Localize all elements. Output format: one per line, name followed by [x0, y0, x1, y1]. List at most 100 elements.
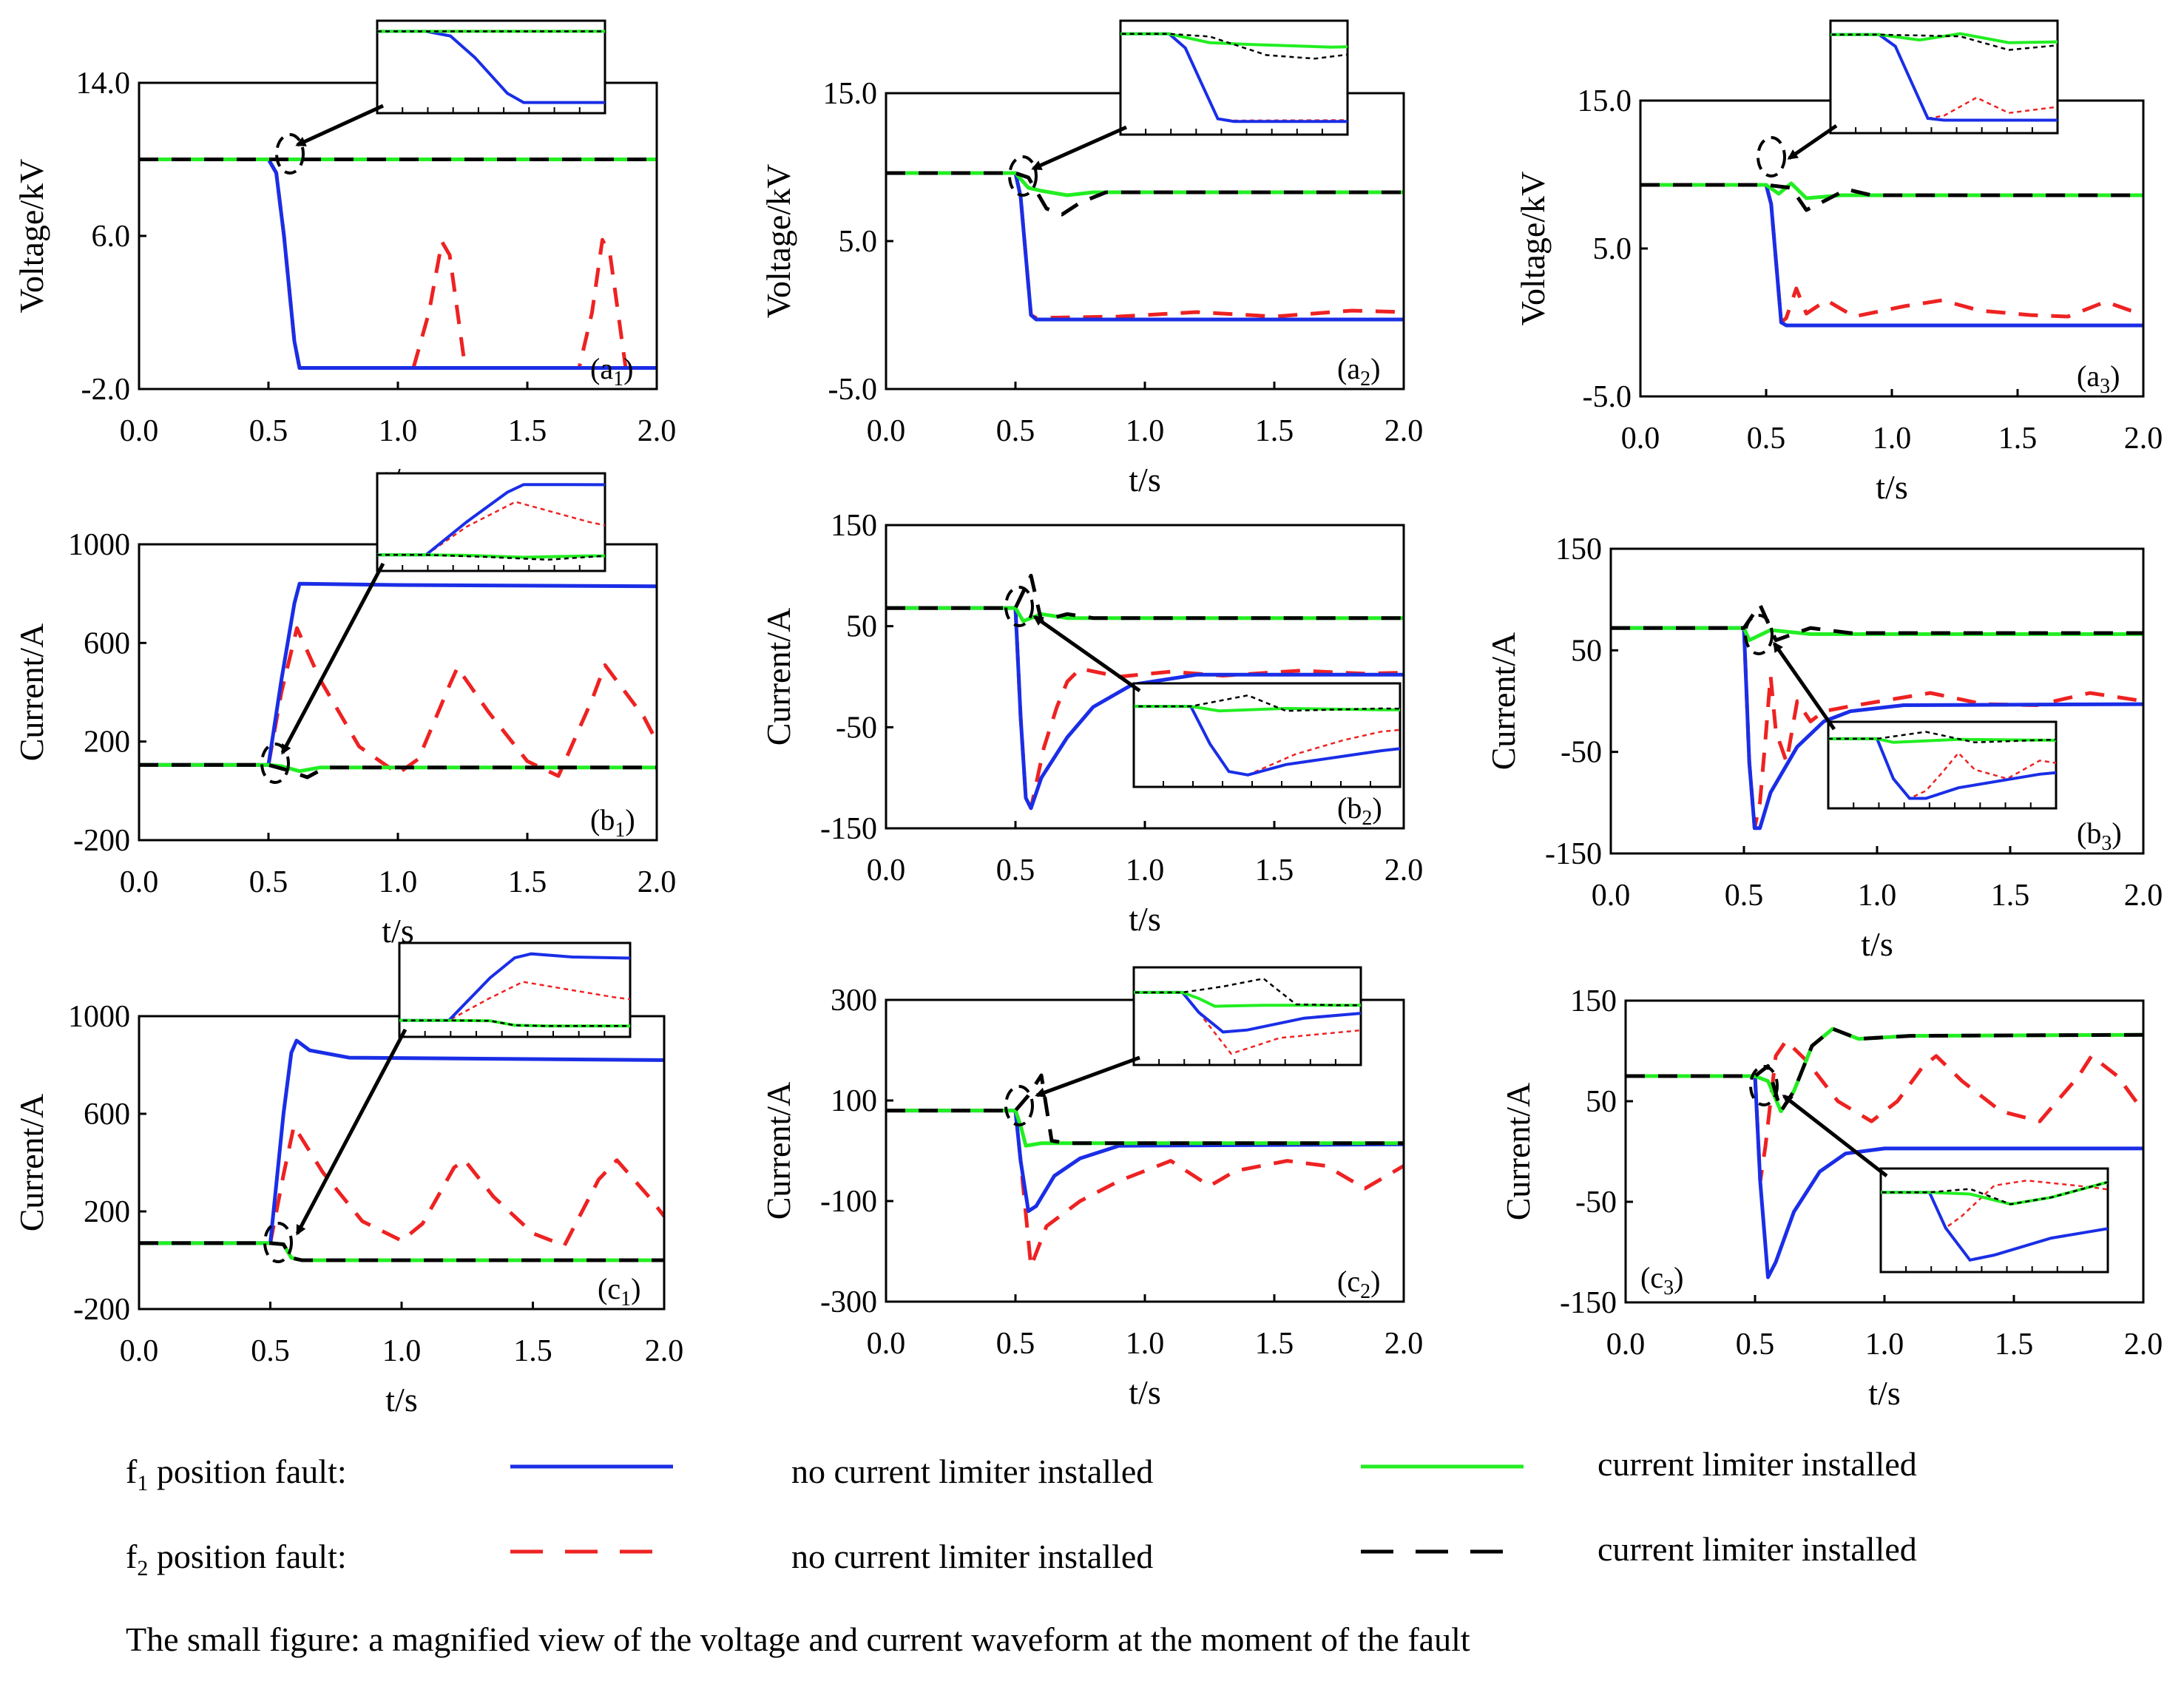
series-b2-f2-yes — [886, 573, 1404, 623]
panel-tag-close: ) — [1674, 1261, 1683, 1294]
panel-tag-sub: 3 — [2101, 832, 2112, 855]
xlabel-b3: t/s — [1861, 925, 1893, 963]
ytick-label-a1: 14.0 — [76, 67, 131, 101]
inset-frame-a3 — [1829, 19, 2059, 135]
panel-tag-sub: 3 — [1663, 1276, 1674, 1299]
ytick-label-b2: 150 — [831, 509, 877, 543]
series-a1-f2-no — [139, 158, 657, 370]
panel-a2-series — [886, 171, 1404, 322]
panel-b1-frame — [138, 543, 658, 842]
ytick-label-c1: 1000 — [68, 1000, 130, 1034]
panel-tag-main: (b — [2077, 816, 2101, 850]
panel-a1-frame — [138, 81, 658, 390]
inset-a2 — [1119, 19, 1349, 136]
inset-a3 — [1829, 19, 2059, 135]
panel-a3: 0.0 0.5 1.0 1.5 2.0 15.0 5.0 -5.0 t/s Voltage/kV (… — [1514, 19, 2163, 506]
legend-row-2-label: f2 position fault: — [126, 1538, 347, 1580]
panel-tag-sub: 2 — [1362, 807, 1372, 830]
legend-label-f2-no: no current limiter installed — [791, 1538, 1153, 1575]
panel-tag-main: (a — [590, 352, 613, 385]
xlabel-a2: t/s — [1129, 461, 1160, 498]
inset-series-c2-f2-yes — [1134, 977, 1361, 1007]
xtick-label-a3: 2.0 — [2124, 422, 2163, 456]
xlabel-a3: t/s — [1876, 468, 1907, 506]
series-b1-f1-no — [139, 581, 657, 767]
legend: f1 position fault: no current limiter in… — [126, 1445, 1917, 1658]
xtick-label-c1: 1.5 — [513, 1334, 552, 1368]
legend-label-f2-yes: current limiter installed — [1598, 1530, 1917, 1568]
xtick-label-b1: 1.5 — [508, 865, 547, 899]
panel-a3-frame — [1639, 99, 2145, 398]
zoom-arrow-c3 — [1782, 1095, 1888, 1177]
ylabel-c3: Current/A — [1499, 1083, 1537, 1221]
series-c3-f2-yes — [1626, 1027, 2143, 1114]
panel-tag-close: ) — [631, 1272, 640, 1305]
ytick-label-b3: 150 — [1555, 532, 1602, 567]
xtick-label-b1: 2.0 — [638, 865, 677, 899]
ytick-label-c3: -50 — [1575, 1186, 1617, 1220]
legend-label-f1-no: no current limiter installed — [791, 1453, 1153, 1490]
panel-tag-sub: 2 — [1360, 368, 1370, 390]
panel-tag-sub: 1 — [621, 1288, 631, 1311]
xtick-label-b2: 0.5 — [996, 853, 1035, 887]
figure-note: The small figure: a magnified view of th… — [126, 1620, 1470, 1658]
xtick-label-a2: 0.0 — [867, 414, 906, 448]
legend-row-1-label: f1 position fault: — [126, 1453, 347, 1495]
xtick-label-b2: 1.5 — [1255, 853, 1294, 887]
inset-a1 — [376, 19, 606, 115]
panel-tag-close: ) — [1372, 791, 1382, 825]
inset-c2 — [1132, 966, 1362, 1066]
series-c3-f1-yes — [1626, 1027, 2143, 1114]
inset-series-c1-f1-no — [399, 952, 630, 1022]
inset-frame-a1 — [376, 19, 606, 115]
zoom-arrow-a1 — [295, 104, 385, 147]
ytick-label-c2: -100 — [820, 1185, 877, 1219]
xtick-label-a3: 1.5 — [1998, 422, 2038, 456]
inset-c1 — [398, 941, 632, 1038]
series-c2-f1-yes — [886, 1109, 1404, 1148]
ytick-label-b1: 600 — [84, 626, 130, 660]
xtick-label-c3: 2.0 — [2124, 1328, 2163, 1362]
xtick-label-b3: 1.0 — [1858, 879, 1897, 913]
zoom-marker-c1 — [263, 1222, 293, 1263]
panel-tag-sub: 1 — [613, 368, 623, 390]
panel-a3-series — [1640, 181, 2143, 328]
xtick-label-a2: 1.0 — [1126, 414, 1165, 448]
inset-c3 — [1879, 1167, 2109, 1274]
panel-c3-series — [1626, 1027, 2143, 1279]
ytick-label-c1: 200 — [84, 1195, 130, 1229]
ytick-label-b2: -150 — [820, 812, 877, 846]
panel-tag-sub: 2 — [1360, 1280, 1370, 1303]
xtick-label-a3: 0.5 — [1747, 422, 1786, 456]
inset-series-c2-f1-yes — [1134, 990, 1361, 1008]
series-c2-f2-no — [886, 1109, 1404, 1268]
ytick-label-c2: 100 — [831, 1084, 877, 1118]
panel-tag-main: (c — [1640, 1261, 1663, 1294]
xtick-label-b3: 0.5 — [1725, 879, 1764, 913]
series-c3-f1-no — [1626, 1074, 2143, 1279]
panel-tag-close: ) — [1370, 352, 1380, 385]
series-a3-f1-no — [1640, 183, 2143, 328]
panel-tag-close: ) — [1370, 1265, 1380, 1298]
panel-b3: 0.0 0.5 1.0 1.5 2.0 150 50 -50 -150 t/s Current/A (… — [1484, 532, 2163, 963]
xtick-label-c1: 1.0 — [382, 1334, 422, 1368]
series-b3-f2-yes — [1611, 603, 2143, 643]
panel-a1-series — [139, 158, 657, 370]
inset-frame-b2 — [1132, 682, 1402, 788]
panel-tag-a1: (a1) — [590, 352, 633, 390]
xtick-label-a1: 0.5 — [249, 414, 288, 448]
zoom-marker-c2 — [1004, 1085, 1034, 1126]
panel-a2: 0.0 0.5 1.0 1.5 2.0 15.0 5.0 -5.0 t/s Voltage/kV (… — [760, 19, 1423, 498]
panel-tag-close: ) — [2110, 359, 2120, 393]
inset-series-c1-f1-yes — [399, 1018, 630, 1028]
series-a2-f2-no — [886, 171, 1404, 320]
xtick-label-c3: 0.0 — [1606, 1328, 1646, 1362]
panel-tag-b3: (b3) — [2077, 816, 2122, 855]
xtick-label-c3: 0.5 — [1736, 1328, 1775, 1362]
panel-tag-close: ) — [625, 803, 635, 836]
series-c3-f2-no — [1626, 1038, 2143, 1184]
ytick-label-b3: 50 — [1571, 634, 1602, 668]
ytick-label-b1: 200 — [84, 726, 130, 760]
inset-series-b1-f2-yes — [377, 554, 605, 561]
panel-c3: 0.0 0.5 1.0 1.5 2.0 150 50 -50 -150 t/s Current/A (… — [1499, 984, 2163, 1412]
